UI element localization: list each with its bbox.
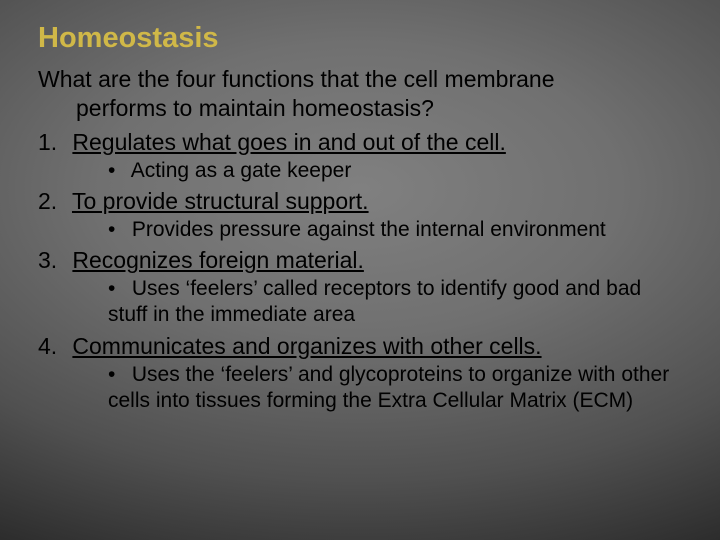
sub-item: • Provides pressure against the internal…	[38, 217, 682, 243]
sub-text: Uses ‘feelers’ called receptors to ident…	[108, 277, 641, 326]
item-number: 1.	[38, 129, 66, 156]
list-item: 1. Regulates what goes in and out of the…	[38, 129, 682, 156]
list-item: 3. Recognizes foreign material.	[38, 247, 682, 274]
sub-text: Acting as a gate keeper	[131, 159, 352, 182]
item-text: Regulates what goes in and out of the ce…	[72, 129, 505, 155]
item-number: 2.	[38, 188, 66, 215]
list-item: 2. To provide structural support.	[38, 188, 682, 215]
bullet-icon: •	[108, 158, 126, 184]
item-text: Communicates and organizes with other ce…	[72, 333, 541, 359]
sub-item: • Uses the ‘feelers’ and glycoproteins t…	[38, 362, 682, 415]
question-text: What are the four functions that the cel…	[38, 65, 682, 123]
bullet-icon: •	[108, 217, 126, 243]
bullet-icon: •	[108, 362, 126, 388]
sub-item: • Uses ‘feelers’ called receptors to ide…	[38, 276, 682, 329]
item-number: 4.	[38, 333, 66, 360]
bullet-icon: •	[108, 276, 126, 302]
question-line2: performs to maintain homeostasis?	[38, 94, 682, 123]
slide-title: Homeostasis	[38, 22, 682, 55]
sub-text: Uses the ‘feelers’ and glycoproteins to …	[108, 363, 669, 412]
list-item: 4. Communicates and organizes with other…	[38, 333, 682, 360]
question-line1: What are the four functions that the cel…	[38, 66, 555, 92]
sub-item: • Acting as a gate keeper	[38, 158, 682, 184]
sub-text: Provides pressure against the internal e…	[132, 218, 606, 241]
item-text: To provide structural support.	[72, 188, 369, 214]
item-text: Recognizes foreign material.	[72, 247, 363, 273]
item-number: 3.	[38, 247, 66, 274]
